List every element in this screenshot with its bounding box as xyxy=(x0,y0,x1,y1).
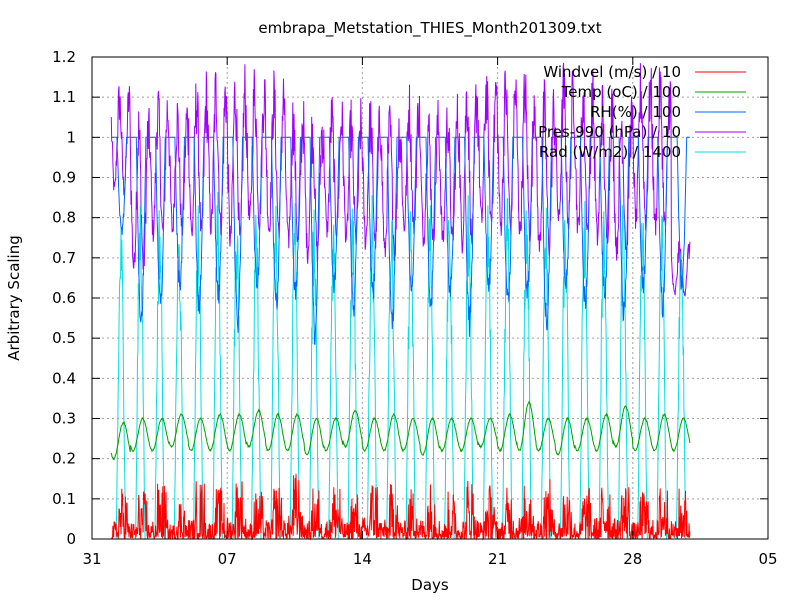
y-tick-label: 1 xyxy=(66,128,76,146)
x-tick-label: 07 xyxy=(218,550,237,568)
legend-label: Rad (W/m2) / 1400 xyxy=(539,143,681,161)
y-tick-label: 1.1 xyxy=(52,88,76,106)
y-tick-label: 0.9 xyxy=(52,169,76,187)
tick-marks xyxy=(91,56,769,540)
series-line xyxy=(111,473,691,541)
series-line xyxy=(111,191,690,540)
y-tick-label: 0.7 xyxy=(52,249,76,267)
legend-label: Temp (oC) / 100 xyxy=(561,83,681,101)
x-tick-label: 31 xyxy=(82,550,101,568)
y-tick-label: 0.5 xyxy=(52,329,76,347)
legend-label: Pres-990 (hPa) / 10 xyxy=(538,123,681,141)
y-tick-labels: 0 0.1 0.2 0.3 0.4 0.5 0.6 0.7 0.8 0.9 1 1.1 1.2 xyxy=(52,48,76,548)
y-tick-label: 0.3 xyxy=(52,410,76,428)
legend-label: RH(%) / 100 xyxy=(590,103,681,121)
series-line xyxy=(111,136,690,345)
series-line xyxy=(110,62,691,297)
y-tick-label: 0.4 xyxy=(52,369,76,387)
legend-label: Windvel (m/s) / 10 xyxy=(543,63,681,81)
y-tick-label: 0.1 xyxy=(52,490,76,508)
x-tick-label: 14 xyxy=(353,550,372,568)
chart-title: embrapa_Metstation_THIES_Month201309.txt xyxy=(258,19,601,38)
y-tick-label: 0.6 xyxy=(52,289,76,307)
legend: Windvel (m/s) / 10 Temp (oC) / 100 RH(%) /… xyxy=(538,63,746,161)
y-axis-label: Arbitrary Scaling xyxy=(5,235,23,361)
x-tick-label: 05 xyxy=(758,550,777,568)
x-tick-labels: 31 07 14 21 28 05 xyxy=(82,550,777,568)
y-tick-label: 0.8 xyxy=(52,209,76,227)
y-tick-label: 1.2 xyxy=(52,48,76,66)
x-tick-label: 28 xyxy=(623,550,642,568)
x-axis-label: Days xyxy=(411,576,449,594)
x-tick-label: 21 xyxy=(488,550,507,568)
y-tick-label: 0.2 xyxy=(52,450,76,468)
series-line xyxy=(110,400,691,461)
y-tick-label: 0 xyxy=(66,530,76,548)
